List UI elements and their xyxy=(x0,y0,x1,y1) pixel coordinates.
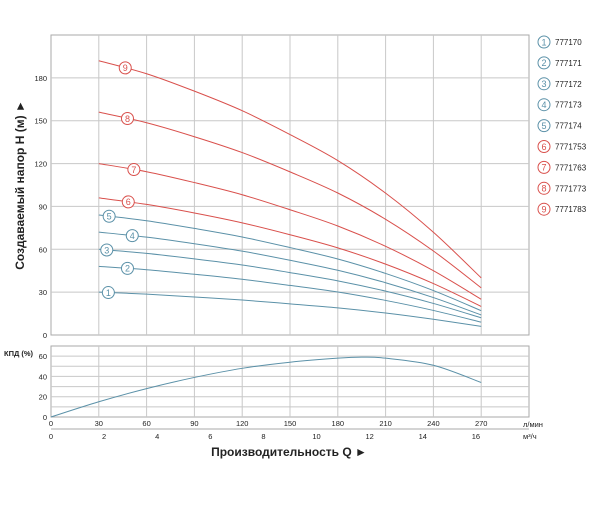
legend-marker xyxy=(537,98,551,112)
x-tick-label-lpm: 60 xyxy=(142,419,150,428)
legend-marker-number: 5 xyxy=(541,121,546,131)
x-tick-label-m3h: 0 xyxy=(49,432,53,441)
efficiency-y-tick-label: 0 xyxy=(43,413,47,422)
curve-label-circle xyxy=(121,195,135,209)
head-curve-7771783 xyxy=(98,60,482,279)
x-tick-label-lpm: 270 xyxy=(475,419,488,428)
head-y-tick-label: 60 xyxy=(39,245,47,254)
legend-marker xyxy=(537,202,551,216)
x-tick-label-m3h: 4 xyxy=(155,432,159,441)
legend-marker-number: 1 xyxy=(541,37,546,47)
curve-label-circle xyxy=(127,163,141,177)
curve-label-number: 4 xyxy=(130,231,135,241)
legend-entry-label: 7771783 xyxy=(555,205,587,214)
legend-marker-number: 3 xyxy=(541,79,546,89)
x-tick-label-m3h: 6 xyxy=(208,432,212,441)
legend-entry-label: 777171 xyxy=(555,59,582,68)
x-tick-label-lpm: 180 xyxy=(332,419,345,428)
x-tick-label-m3h: 10 xyxy=(312,432,320,441)
x-tick-label-m3h: 12 xyxy=(365,432,373,441)
x-tick-label-m3h: 2 xyxy=(102,432,106,441)
x-tick-label-lpm: 90 xyxy=(190,419,198,428)
curve-label-circle xyxy=(120,111,134,125)
curve-label-number: 1 xyxy=(106,288,111,298)
x-tick-label-lpm: 0 xyxy=(49,419,53,428)
curve-label-circle xyxy=(101,286,115,300)
legend-marker xyxy=(537,140,551,153)
efficiency-y-tick-label: 20 xyxy=(39,393,47,402)
legend-marker xyxy=(537,56,551,70)
x-unit-lpm: л/мин xyxy=(523,420,543,429)
legend-entry-label: 777173 xyxy=(555,101,582,110)
y-axis-title-efficiency: КПД (%) xyxy=(4,349,34,358)
curve-label-circle xyxy=(120,261,134,275)
curve-label-number: 5 xyxy=(107,212,112,222)
legend-entry-label: 7771773 xyxy=(555,184,587,193)
x-tick-label-m3h: 14 xyxy=(419,432,427,441)
x-tick-label-lpm: 120 xyxy=(236,419,249,428)
curve-label-number: 3 xyxy=(104,245,109,255)
curve-label-number: 8 xyxy=(125,114,130,124)
curve-label-circle xyxy=(125,229,139,243)
legend-marker-number: 4 xyxy=(541,100,546,110)
legend-marker xyxy=(537,160,551,174)
head-curve-777171 xyxy=(98,265,482,323)
x-unit-m3h: м³/ч xyxy=(523,432,537,441)
x-tick-label-lpm: 30 xyxy=(95,419,103,428)
legend-marker xyxy=(537,119,551,133)
head-curve-777173 xyxy=(98,231,482,316)
head-y-tick-label: 120 xyxy=(34,160,47,169)
x-tick-label-lpm: 150 xyxy=(284,419,297,428)
head-y-tick-label: 90 xyxy=(39,202,47,211)
legend-marker xyxy=(537,35,551,49)
efficiency-y-tick-label: 60 xyxy=(39,352,47,361)
head-y-tick-label: 150 xyxy=(34,117,47,126)
head-curve-777172 xyxy=(98,248,482,319)
legend-marker xyxy=(537,181,551,195)
legend-marker-number: 2 xyxy=(541,58,546,68)
curve-label-circle xyxy=(100,243,114,257)
legend-marker-number: 6 xyxy=(541,142,546,152)
legend-marker-number: 9 xyxy=(541,205,546,215)
legend-marker-number: 8 xyxy=(541,184,546,194)
head-y-tick-label: 30 xyxy=(39,288,47,297)
x-axis-title: Производительность Q ► xyxy=(211,445,367,459)
legend-entry-label: 7771753 xyxy=(555,143,587,152)
head-curve-7771773 xyxy=(98,111,482,289)
legend-entry-label: 777174 xyxy=(555,122,582,131)
x-tick-label-lpm: 240 xyxy=(427,419,440,428)
head-curve-7771763 xyxy=(98,163,482,300)
curve-label-number: 7 xyxy=(131,165,136,175)
head-curve-777170 xyxy=(98,291,482,327)
head-y-tick-label: 0 xyxy=(43,331,47,340)
x-tick-label-m3h: 8 xyxy=(261,432,265,441)
curve-label-number: 2 xyxy=(125,264,130,274)
efficiency-curve xyxy=(50,356,482,418)
curve-label-number: 9 xyxy=(123,63,128,73)
x-tick-label-m3h: 16 xyxy=(472,432,480,441)
legend-marker xyxy=(537,77,551,91)
legend-entry-label: 777172 xyxy=(555,80,582,89)
head-curve-777174 xyxy=(98,214,482,312)
legend-marker-number: 7 xyxy=(541,163,546,173)
curve-label-number: 6 xyxy=(126,197,131,207)
efficiency-y-tick-label: 40 xyxy=(39,372,47,381)
head-y-tick-label: 180 xyxy=(34,74,47,83)
legend-entry-label: 777170 xyxy=(555,38,582,47)
curve-label-circle xyxy=(118,61,132,75)
head-curve-7771753 xyxy=(98,197,482,307)
curve-label-circle xyxy=(102,209,116,223)
y-axis-title-head: Создаваемый напор H (м) ► xyxy=(13,100,27,270)
legend-entry-label: 7771763 xyxy=(555,163,587,172)
x-tick-label-lpm: 210 xyxy=(379,419,392,428)
